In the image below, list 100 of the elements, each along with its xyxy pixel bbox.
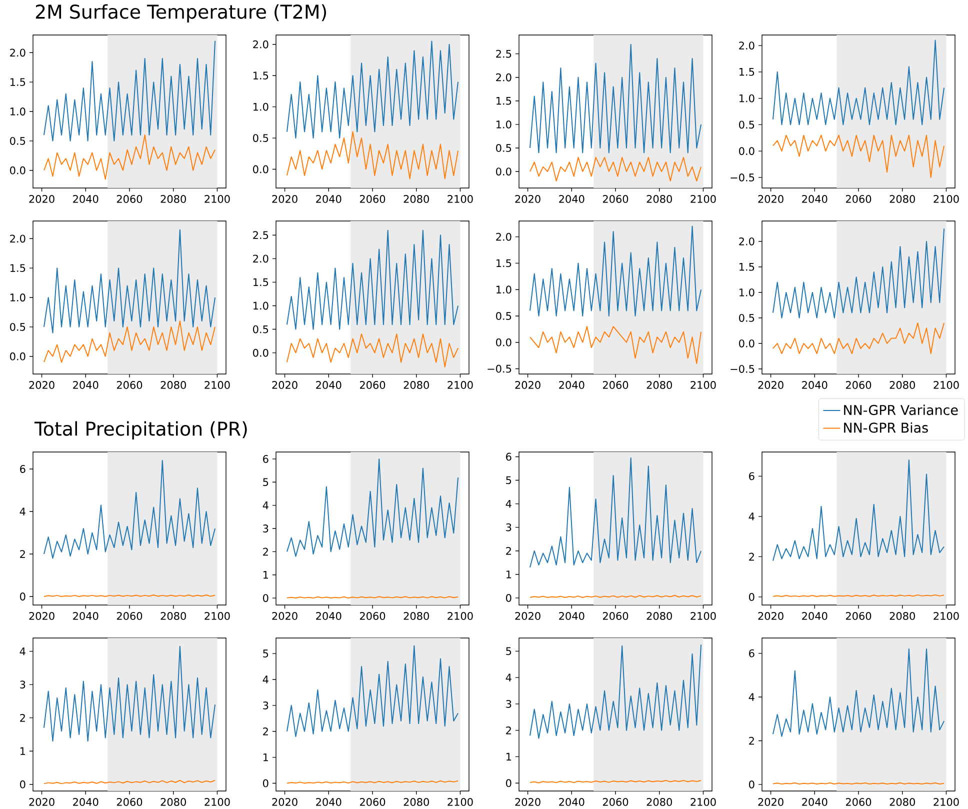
x-tick-label: 2040	[559, 195, 584, 203]
x-tick-label: 2080	[160, 798, 186, 806]
x-tick-label: 2100	[448, 381, 473, 389]
y-tick-label: 3	[506, 700, 512, 708]
x-tick-label: 2060	[602, 381, 628, 389]
y-tick-label: 2	[506, 726, 511, 734]
legend-label: NN-GPR Bias	[844, 422, 928, 433]
y-tick-label: 0	[20, 780, 26, 788]
y-tick-label: 2.5	[253, 231, 268, 240]
line-series	[286, 40, 459, 139]
x-tick-label: 2100	[934, 381, 959, 389]
x-tick-label: 2080	[404, 381, 429, 389]
x-tick-label: 2040	[73, 798, 98, 806]
y-tick-label: 1.5	[496, 259, 512, 268]
y-tick-label: 3	[506, 523, 512, 532]
y-tick-label: 0.0	[10, 352, 26, 360]
y-tick-label: 0	[506, 779, 512, 788]
y-tick-label: 2.0	[253, 254, 268, 263]
x-tick-label: 2040	[316, 612, 342, 620]
x-tick-label: 2060	[846, 381, 872, 389]
y-tick-label: −0.5	[730, 364, 754, 373]
line-series	[43, 646, 216, 742]
line-series	[772, 648, 945, 737]
y-tick-label: 3	[20, 680, 26, 689]
x-tick-label: 2020	[515, 195, 540, 203]
y-tick-label: 3	[263, 524, 268, 532]
y-tick-label: 1	[263, 753, 268, 762]
y-tick-label: 6	[20, 465, 26, 473]
line-series	[772, 134, 945, 178]
y-tick-label: 0.5	[739, 120, 754, 129]
y-tick-label: 2.0	[496, 73, 512, 82]
line-series	[772, 228, 945, 318]
x-tick-label: 2040	[802, 798, 828, 806]
x-tick-label: 2020	[758, 195, 784, 203]
x-tick-label: 2060	[360, 798, 386, 806]
x-tick-label: 2100	[204, 381, 230, 389]
y-tick-label: 1.0	[253, 302, 268, 310]
x-tick-label: 2100	[448, 195, 473, 203]
y-tick-label: 0	[20, 592, 26, 600]
y-tick-label: 2.5	[496, 50, 512, 58]
y-tick-label: 4	[506, 500, 512, 508]
x-tick-label: 2060	[846, 612, 872, 620]
line-series	[286, 458, 459, 557]
x-tick-label: 2060	[846, 195, 872, 203]
x-tick-label: 2040	[559, 798, 584, 806]
y-tick-label: 4	[20, 508, 26, 516]
chart-title: Total Precipitation (PR)	[34, 421, 247, 440]
x-tick-label: 2080	[890, 612, 915, 620]
y-tick-label: 0.5	[253, 134, 268, 142]
x-tick-label: 2040	[802, 612, 828, 620]
x-tick-label: 2060	[360, 612, 386, 620]
x-tick-label: 2040	[73, 612, 98, 620]
y-tick-label: 6	[749, 649, 754, 658]
x-tick-label: 2020	[515, 612, 540, 620]
x-tick-label: 2020	[272, 381, 298, 389]
y-tick-label: 1.0	[253, 102, 268, 111]
x-tick-label: 2040	[802, 195, 828, 203]
x-tick-label: 2060	[116, 381, 142, 389]
x-tick-label: 2100	[690, 195, 716, 203]
x-tick-label: 2060	[602, 195, 628, 203]
y-tick-label: 1	[506, 570, 512, 578]
y-tick-label: 0.0	[10, 166, 26, 174]
y-tick-label: 2.0	[739, 237, 754, 246]
line-series	[529, 457, 702, 568]
line-series	[43, 320, 216, 363]
y-tick-label: 0.5	[739, 314, 754, 322]
y-tick-label: 1.0	[10, 108, 26, 116]
line-series	[43, 134, 216, 180]
x-tick-label: 2080	[404, 195, 429, 203]
x-tick-label: 2020	[29, 798, 54, 806]
y-tick-label: 0.5	[253, 325, 268, 334]
y-tick-label: −0.5	[488, 364, 512, 373]
y-tick-label: 1.0	[10, 294, 26, 302]
chart-title: 2M Surface Temperature (T2M)	[36, 4, 326, 23]
x-tick-label: 2020	[515, 381, 540, 389]
y-tick-label: 0.0	[739, 339, 754, 348]
x-tick-label: 2040	[316, 381, 342, 389]
x-tick-label: 2080	[646, 195, 672, 203]
x-tick-label: 2100	[690, 612, 716, 620]
y-tick-label: 4	[20, 648, 26, 656]
x-tick-label: 2080	[890, 195, 915, 203]
x-tick-label: 2100	[204, 612, 230, 620]
x-tick-label: 2100	[934, 612, 959, 620]
y-tick-label: 4	[506, 674, 512, 682]
y-tick-label: 2	[749, 552, 754, 561]
x-tick-label: 2100	[690, 381, 716, 389]
y-tick-label: 2	[20, 714, 25, 722]
legend-label: NN-GPR Variance	[844, 404, 958, 416]
y-tick-label: 1	[20, 747, 26, 755]
x-tick-label: 2080	[890, 798, 915, 806]
x-tick-label: 2080	[646, 798, 672, 806]
y-tick-label: 0.0	[253, 348, 268, 357]
y-tick-label: 4	[262, 676, 268, 684]
line-series	[286, 131, 459, 180]
y-tick-label: 1	[506, 752, 512, 761]
y-tick-label: 1.5	[253, 72, 268, 80]
x-tick-label: 2020	[272, 798, 298, 806]
y-tick-label: 2.0	[496, 232, 512, 241]
y-tick-label: 2.0	[253, 40, 268, 48]
x-tick-label: 2060	[602, 798, 628, 806]
